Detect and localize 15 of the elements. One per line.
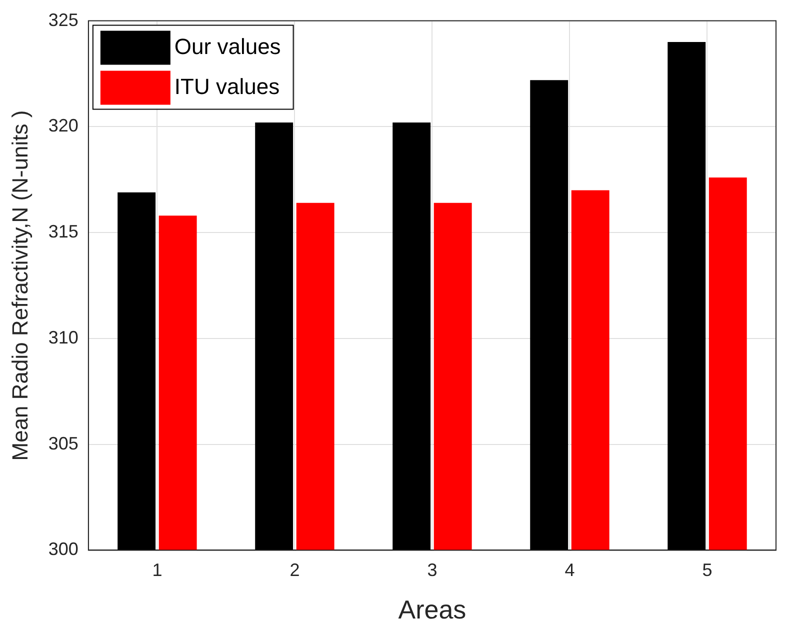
y-tick-label: 310 <box>48 327 78 348</box>
x-tick-label: 1 <box>152 560 162 580</box>
y-tick-label: 300 <box>48 539 78 560</box>
x-tick-label: 5 <box>702 560 712 580</box>
y-tick-label: 320 <box>48 116 78 136</box>
x-tick-label: 2 <box>290 560 300 580</box>
y-tick-label: 325 <box>48 10 78 30</box>
x-axis-title: Areas <box>398 594 466 625</box>
x-tick-label: 4 <box>564 560 575 580</box>
y-tick-label: 305 <box>48 433 78 454</box>
y-tick-label: 315 <box>48 222 78 242</box>
y-axis-title: Mean Radio Refractivity,N (N-units ) <box>7 110 32 461</box>
legend-label: Our values <box>174 34 281 59</box>
x-tick-label: 3 <box>427 560 438 580</box>
legend-label: ITU values <box>174 74 280 99</box>
